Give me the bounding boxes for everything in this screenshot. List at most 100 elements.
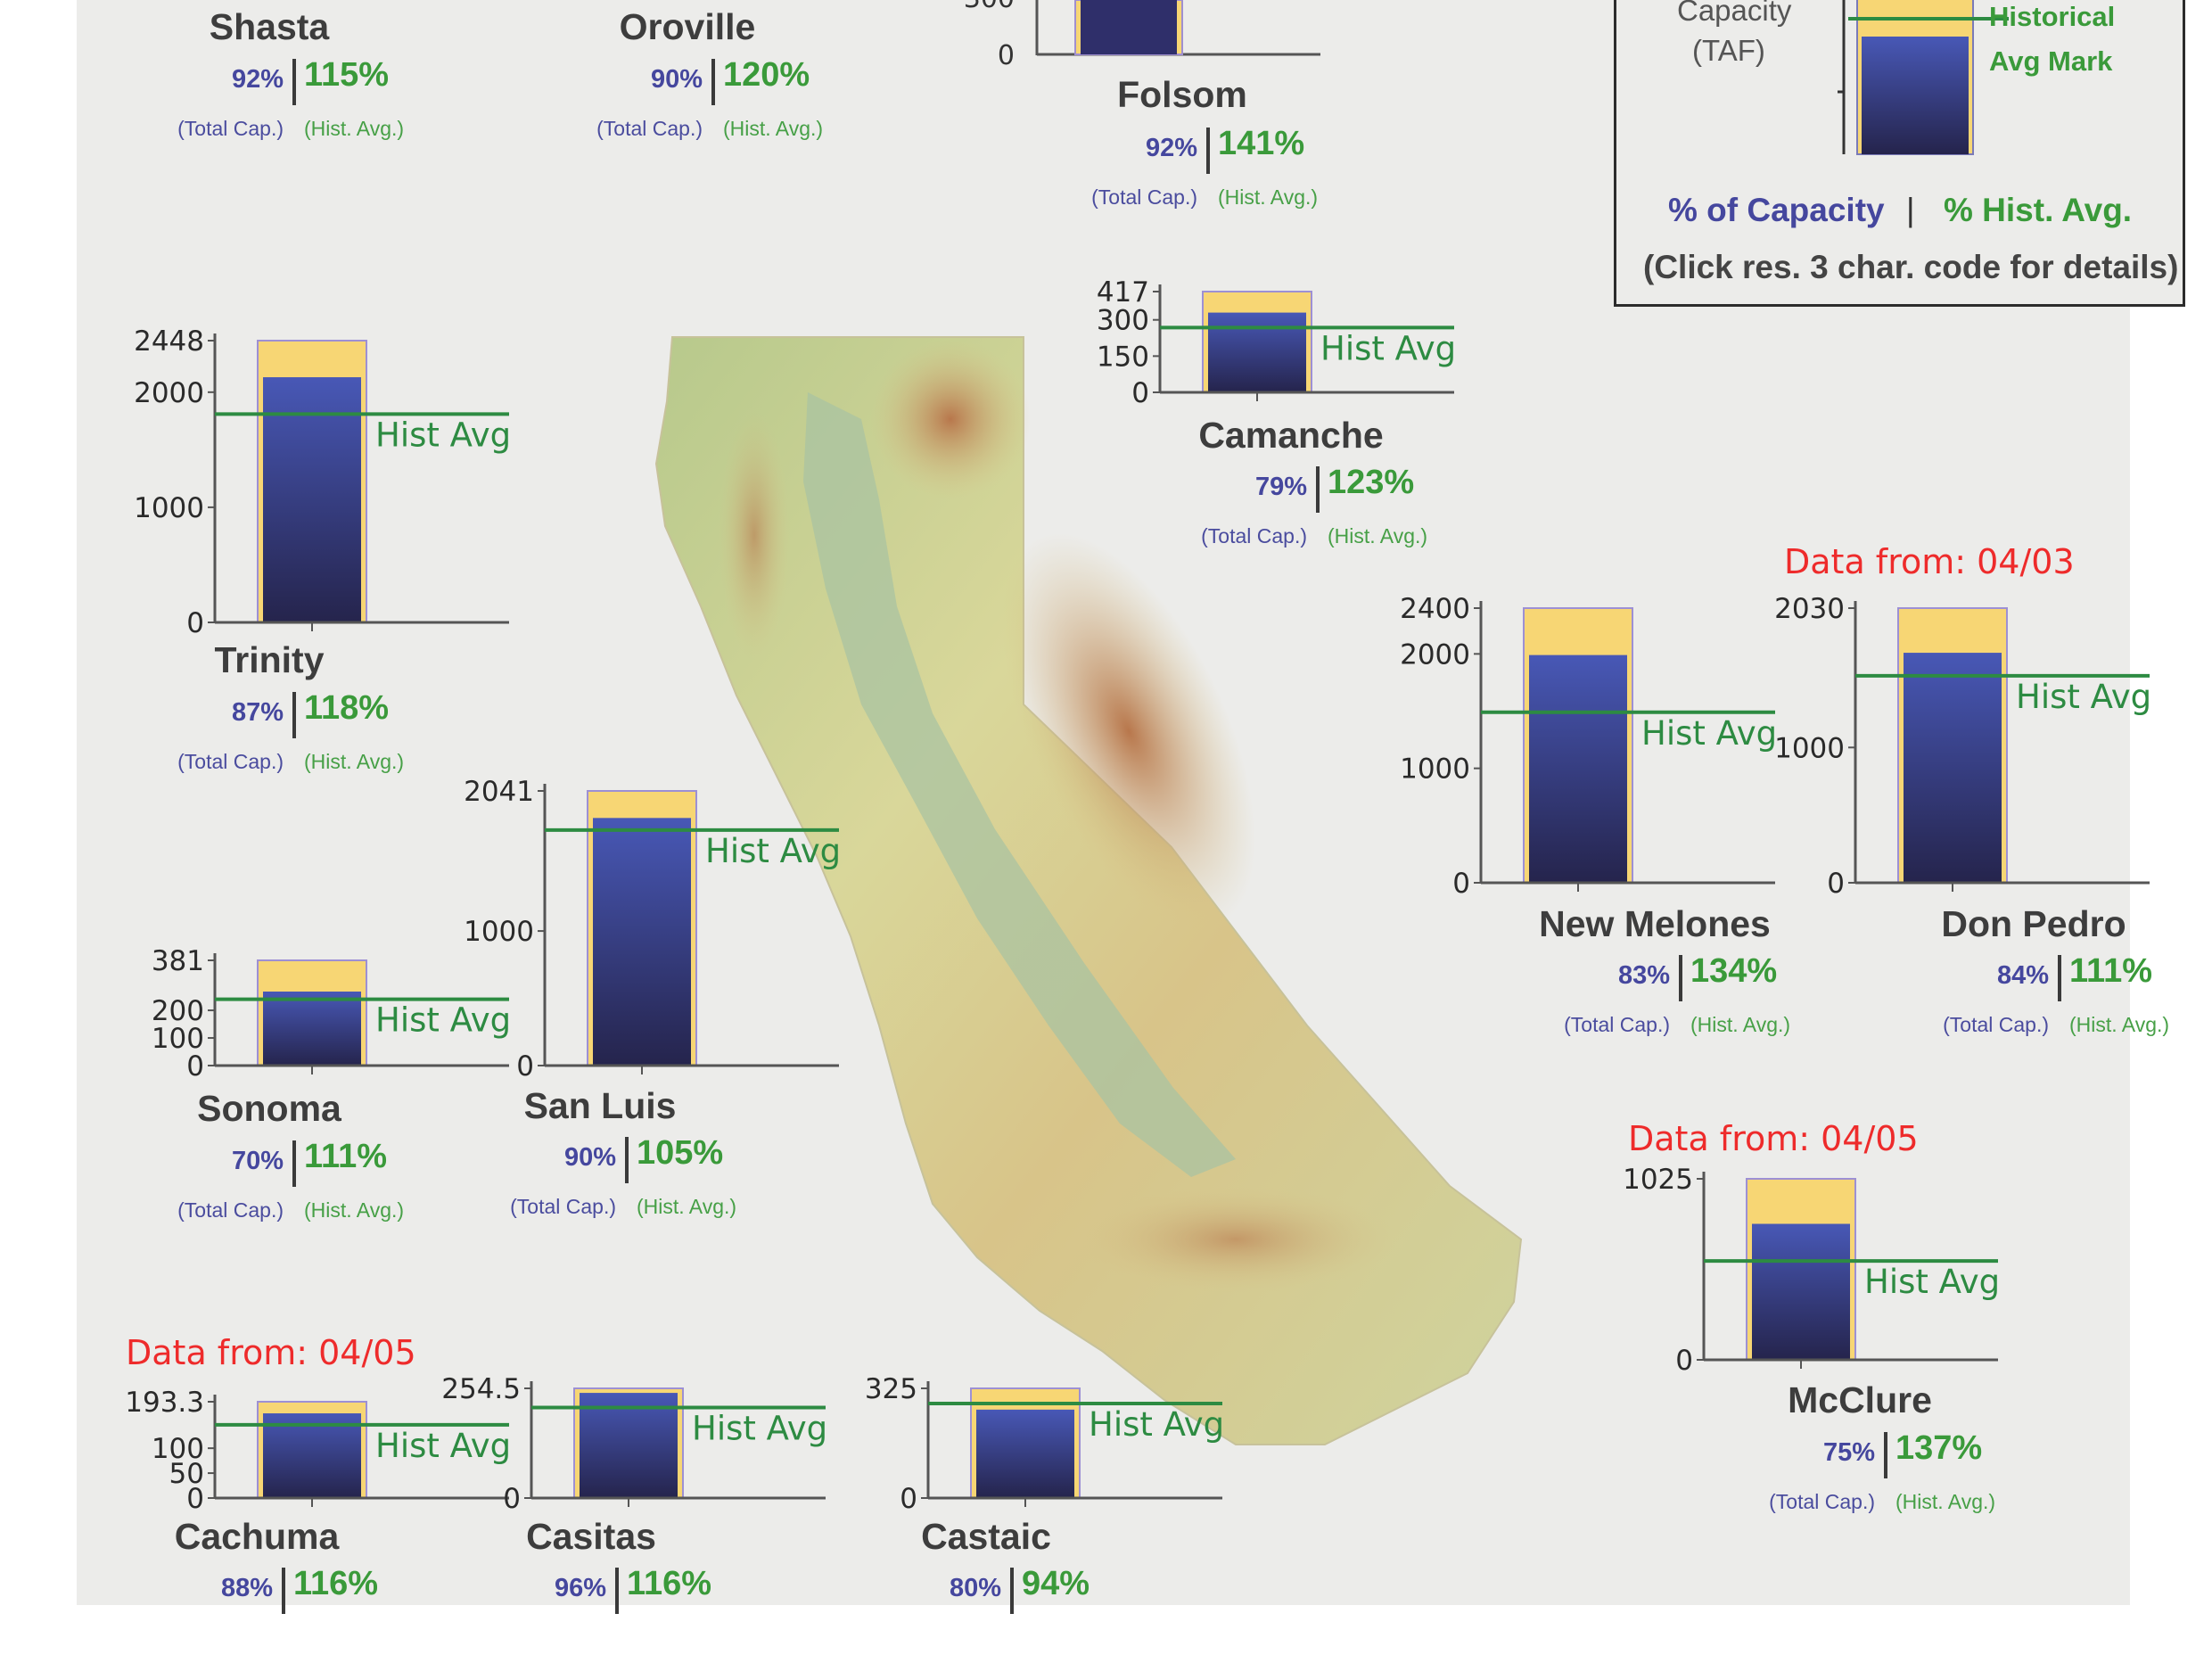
y-tick-label: 0 <box>900 1483 917 1515</box>
reservoir-name[interactable]: Shasta <box>209 6 330 47</box>
y-tick-label: 100 <box>152 1433 204 1465</box>
reservoir-name[interactable]: Sonoma <box>197 1088 341 1129</box>
capacity-chart-san-luis: Hist Avg 2041 1000 0 <box>464 776 841 1083</box>
y-tick-label: 0 <box>1452 868 1470 900</box>
pct-hist-avg: 105% <box>637 1134 724 1172</box>
stat-divider <box>292 59 296 105</box>
y-tick-label: 0 <box>516 1050 534 1083</box>
reservoir-name[interactable]: Camanche <box>1198 415 1384 456</box>
california-relief-map <box>654 336 1523 1445</box>
y-tick-label: 2400 <box>1400 593 1470 625</box>
y-tick-label: 100 <box>152 1023 204 1055</box>
legend-capacity-label: Capacity <box>1677 0 1792 27</box>
pct-capacity: 79% <box>1254 473 1307 501</box>
hist-avg-label: (Hist. Avg.) <box>304 1198 405 1222</box>
hist-avg-label: (Hist. Avg.) <box>1690 1013 1791 1036</box>
pct-hist-avg: 137% <box>1895 1429 1983 1467</box>
hist-avg-label: Hist Avg <box>1864 1263 2000 1301</box>
y-tick-label: 0 <box>1827 868 1845 900</box>
legend-avg-mark-label: Avg Mark <box>1989 45 2113 77</box>
pct-hist-avg: 115% <box>304 56 390 94</box>
reservoir-name[interactable]: Don Pedro <box>1941 903 2126 944</box>
hist-avg-label: Hist Avg <box>2016 678 2151 716</box>
storage-level-bar <box>1208 312 1306 392</box>
reservoir-name[interactable]: Trinity <box>214 639 325 680</box>
reservoir-name[interactable]: Folsom <box>1117 74 1247 115</box>
stat-divider <box>1206 128 1210 174</box>
reservoir-name[interactable]: Cachuma <box>174 1516 340 1557</box>
data-from-note: Data from: 04/03 <box>1784 542 2075 581</box>
stat-divider <box>625 1137 629 1183</box>
reservoir-name[interactable]: Castaic <box>921 1516 1051 1557</box>
reservoir-stats: 96% 116% <box>399 1565 845 1663</box>
pct-hist-avg: 111% <box>304 1138 387 1175</box>
y-tick-label: 2000 <box>1400 638 1470 671</box>
pct-hist-avg: 141% <box>1218 125 1305 162</box>
y-tick-label: 0 <box>1675 1345 1693 1377</box>
reservoir-stats: 90% 105% (Total Cap.) (Hist. Avg.) <box>409 1134 855 1232</box>
reservoir-name[interactable]: Casitas <box>526 1516 656 1557</box>
stat-divider <box>282 1568 285 1614</box>
pct-hist-avg: 134% <box>1690 952 1778 990</box>
hist-avg-label: Hist Avg <box>375 1427 511 1465</box>
pct-capacity: 92% <box>1145 134 1197 162</box>
total-cap-label: (Total Cap.) <box>1564 1013 1670 1036</box>
capacity-chart-castaic: Hist Avg 325 0 <box>865 1373 1224 1515</box>
reservoir-name[interactable]: McClure <box>1788 1379 1932 1420</box>
total-cap-label: (Total Cap.) <box>1201 524 1307 547</box>
y-tick-label: 0 <box>1131 377 1149 409</box>
pct-hist-avg: 116% <box>627 1565 712 1602</box>
pct-capacity: 70% <box>231 1147 284 1175</box>
pct-capacity: 96% <box>554 1574 606 1602</box>
legend-pct-capacity: % of Capacity <box>1668 192 1885 228</box>
hist-avg-label: Hist Avg <box>705 832 841 870</box>
legend-divider: | <box>1906 192 1915 228</box>
reservoir-stats: 70% 111% (Total Cap.) (Hist. Avg.) <box>77 1138 522 1236</box>
cascade-relief <box>870 339 1031 499</box>
reservoir-stats: 88% 116% <box>66 1565 512 1663</box>
y-tick-label: 1000 <box>1400 753 1470 786</box>
y-tick-label: 2000 <box>134 377 204 409</box>
total-cap-label: (Total Cap.) <box>177 117 284 140</box>
legend-taf-label: (TAF) <box>1692 34 1765 67</box>
total-cap-label: (Total Cap.) <box>596 117 703 140</box>
reservoir-name[interactable]: Oroville <box>619 6 756 47</box>
legend-sample-bar <box>1838 0 2009 155</box>
y-tick-label: 381 <box>152 945 204 977</box>
storage-level-bar <box>263 377 361 622</box>
hist-avg-label: (Hist. Avg.) <box>1328 524 1428 547</box>
pct-hist-avg: 123% <box>1328 464 1415 501</box>
pct-capacity: 87% <box>231 698 284 727</box>
axis-tick: 0 <box>998 40 1015 71</box>
y-tick-label: 2448 <box>134 325 204 358</box>
pct-capacity: 83% <box>1617 961 1670 990</box>
storage-level-bar <box>976 1409 1074 1498</box>
y-tick-label: 1025 <box>1623 1164 1693 1196</box>
pct-hist-avg: 94% <box>1022 1565 1090 1602</box>
capacity-chart-mcclure: Hist Avg 1025 0 <box>1623 1164 2000 1377</box>
reservoir-stats: 80% 94% <box>794 1565 1240 1663</box>
hist-avg-label: (Hist. Avg.) <box>1895 1490 1996 1513</box>
reservoir-stats: 92% 115% (Total Cap.) (Hist. Avg.) <box>77 56 522 154</box>
reservoir-stats: 84% 111% (Total Cap.) (Hist. Avg.) <box>1842 952 2212 1050</box>
hist-avg-label: (Hist. Avg.) <box>304 750 405 773</box>
y-tick-label: 1000 <box>464 916 534 948</box>
pct-capacity: 75% <box>1822 1438 1875 1467</box>
total-cap-label: (Total Cap.) <box>510 1195 616 1218</box>
total-cap-label: (Total Cap.) <box>1091 185 1197 209</box>
stat-divider <box>1884 1432 1887 1478</box>
reservoir-stats: 87% 118% (Total Cap.) (Hist. Avg.) <box>77 689 522 787</box>
hist-avg-label: Hist Avg <box>1641 714 1777 753</box>
y-tick-label: 193.3 <box>125 1387 204 1419</box>
hist-avg-label: Hist Avg <box>1320 329 1456 367</box>
total-cap-label: (Total Cap.) <box>177 750 284 773</box>
reservoir-name[interactable]: New Melones <box>1539 903 1771 944</box>
reservoir-stats: 79% 123% (Total Cap.) (Hist. Avg.) <box>1100 464 1546 562</box>
reservoir-name[interactable]: San Luis <box>523 1085 677 1126</box>
pct-hist-avg: 111% <box>2069 952 2152 990</box>
y-tick-label: 0 <box>186 607 204 639</box>
hist-avg-label: Hist Avg <box>1089 1405 1224 1444</box>
storage-level-bar <box>1529 654 1627 883</box>
data-from-note: Data from: 04/05 <box>126 1333 416 1372</box>
reservoir-stats: 75% 137% (Total Cap.) (Hist. Avg.) <box>1668 1429 2114 1527</box>
